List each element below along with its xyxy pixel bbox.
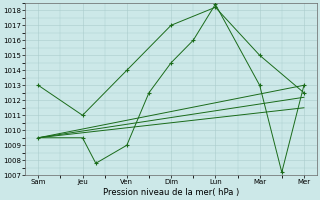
X-axis label: Pression niveau de la mer( hPa ): Pression niveau de la mer( hPa ): [103, 188, 239, 197]
